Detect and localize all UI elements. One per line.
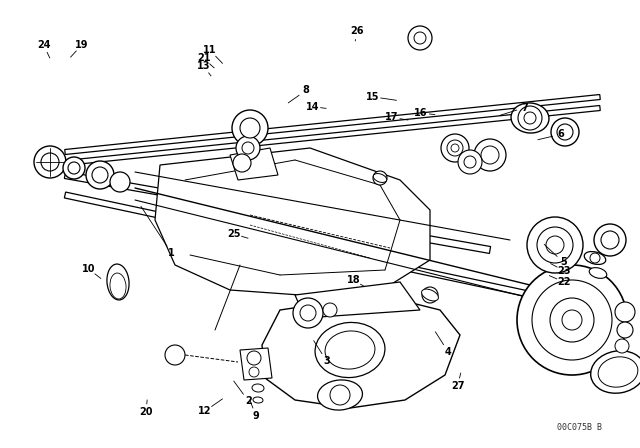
Ellipse shape xyxy=(110,273,126,299)
Polygon shape xyxy=(240,348,272,380)
Circle shape xyxy=(518,106,542,130)
Text: 20: 20 xyxy=(139,407,153,417)
Polygon shape xyxy=(262,295,460,408)
Ellipse shape xyxy=(252,384,264,392)
Text: 14: 14 xyxy=(305,102,319,112)
Text: 3: 3 xyxy=(323,356,330,366)
Circle shape xyxy=(601,231,619,249)
Circle shape xyxy=(537,227,573,263)
Text: 10: 10 xyxy=(81,264,95,274)
Circle shape xyxy=(550,298,594,342)
Polygon shape xyxy=(295,282,420,318)
Circle shape xyxy=(110,172,130,192)
Circle shape xyxy=(165,345,185,365)
Circle shape xyxy=(464,156,476,168)
Circle shape xyxy=(524,112,536,124)
Text: 27: 27 xyxy=(451,381,465,391)
Ellipse shape xyxy=(422,289,438,301)
Text: 17: 17 xyxy=(385,112,399,122)
Circle shape xyxy=(34,146,66,178)
Text: 21: 21 xyxy=(196,53,211,63)
Text: 25: 25 xyxy=(227,229,241,239)
Ellipse shape xyxy=(589,267,607,278)
Ellipse shape xyxy=(511,103,549,133)
Text: 15: 15 xyxy=(365,92,380,102)
Circle shape xyxy=(422,287,438,303)
Circle shape xyxy=(594,224,626,256)
Circle shape xyxy=(233,154,251,172)
Circle shape xyxy=(562,310,582,330)
Circle shape xyxy=(615,302,635,322)
Text: 26: 26 xyxy=(350,26,364,36)
Circle shape xyxy=(414,32,426,44)
Polygon shape xyxy=(65,106,600,165)
Ellipse shape xyxy=(325,331,375,369)
Ellipse shape xyxy=(315,323,385,378)
Circle shape xyxy=(240,118,260,138)
Circle shape xyxy=(249,367,259,377)
Circle shape xyxy=(247,351,261,365)
Polygon shape xyxy=(155,148,430,295)
Text: 23: 23 xyxy=(557,266,572,276)
Text: 11: 11 xyxy=(203,45,217,55)
Circle shape xyxy=(232,110,268,146)
Circle shape xyxy=(300,305,316,321)
Circle shape xyxy=(92,167,108,183)
Text: 9: 9 xyxy=(253,411,259,421)
Circle shape xyxy=(63,157,85,179)
Circle shape xyxy=(68,162,80,174)
Text: 24: 24 xyxy=(36,40,51,50)
Circle shape xyxy=(408,26,432,50)
Text: 4: 4 xyxy=(445,347,451,357)
Polygon shape xyxy=(65,172,491,254)
Circle shape xyxy=(557,124,573,140)
Circle shape xyxy=(447,140,463,156)
Polygon shape xyxy=(65,192,580,308)
Ellipse shape xyxy=(598,357,638,387)
Polygon shape xyxy=(65,95,600,155)
Circle shape xyxy=(451,144,459,152)
Text: 13: 13 xyxy=(196,61,211,71)
Circle shape xyxy=(242,142,254,154)
Circle shape xyxy=(527,217,583,273)
Ellipse shape xyxy=(584,251,605,264)
Circle shape xyxy=(551,118,579,146)
Text: 19: 19 xyxy=(75,40,89,50)
Circle shape xyxy=(532,280,612,360)
Circle shape xyxy=(441,134,469,162)
Circle shape xyxy=(236,136,260,160)
Circle shape xyxy=(293,298,323,328)
Text: 00C075B B: 00C075B B xyxy=(557,423,602,432)
Ellipse shape xyxy=(317,380,362,410)
Text: 8: 8 xyxy=(303,86,309,95)
Ellipse shape xyxy=(373,173,387,182)
Text: 2: 2 xyxy=(245,396,252,406)
Ellipse shape xyxy=(591,351,640,393)
Text: 6: 6 xyxy=(557,129,564,139)
Text: 18: 18 xyxy=(346,275,360,285)
Circle shape xyxy=(86,161,114,189)
Text: 16: 16 xyxy=(414,108,428,118)
Circle shape xyxy=(517,265,627,375)
Circle shape xyxy=(41,153,59,171)
Circle shape xyxy=(373,171,387,185)
Circle shape xyxy=(323,303,337,317)
Circle shape xyxy=(546,236,564,254)
Text: 7: 7 xyxy=(522,103,528,112)
Polygon shape xyxy=(230,148,278,180)
Circle shape xyxy=(330,385,350,405)
Circle shape xyxy=(481,146,499,164)
Text: 22: 22 xyxy=(557,277,572,287)
Circle shape xyxy=(615,339,629,353)
Circle shape xyxy=(590,253,600,263)
Ellipse shape xyxy=(253,397,263,403)
Ellipse shape xyxy=(107,264,129,300)
Text: 1: 1 xyxy=(168,248,175,258)
Text: 12: 12 xyxy=(198,406,212,416)
Text: 5: 5 xyxy=(560,257,566,267)
Circle shape xyxy=(617,322,633,338)
Circle shape xyxy=(458,150,482,174)
Circle shape xyxy=(474,139,506,171)
